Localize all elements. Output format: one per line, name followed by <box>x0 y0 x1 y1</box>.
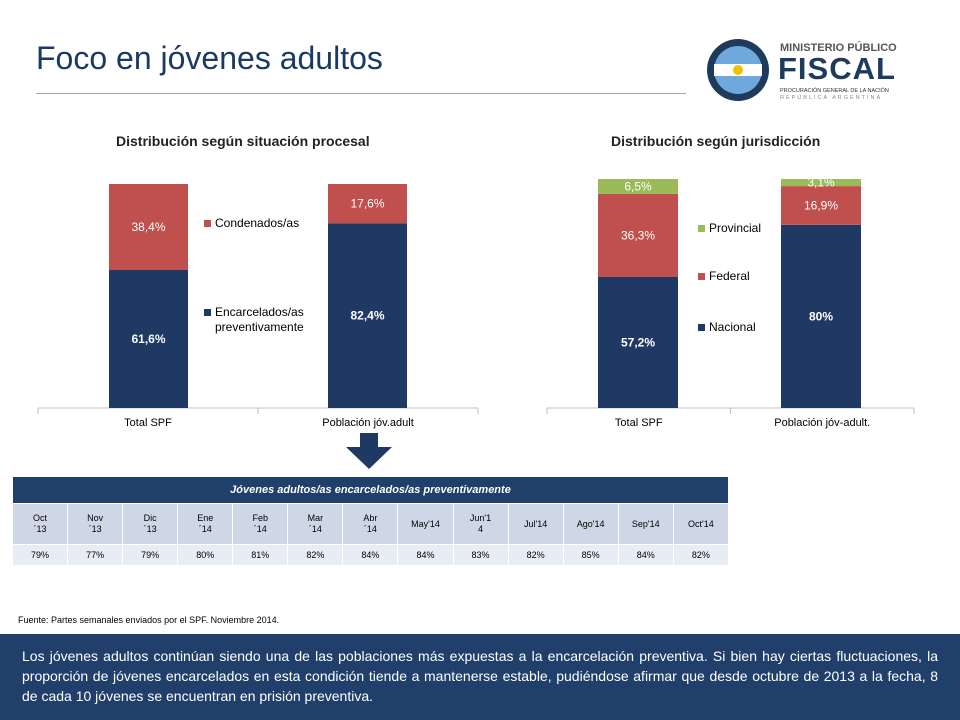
table-cell: 82% <box>507 544 564 566</box>
legend-swatch <box>698 324 705 331</box>
table-cell: 82% <box>672 544 730 566</box>
table-cell: 82% <box>287 544 344 566</box>
logo-line-2: FISCAL <box>778 51 896 86</box>
table-cell: 84% <box>342 544 399 566</box>
data-label: 80% <box>809 309 833 323</box>
bar-0-1 <box>109 184 188 271</box>
table-header-cell: May'14 <box>397 503 454 545</box>
table-header-cell: Mar ´14 <box>287 503 344 545</box>
legend-swatch <box>204 220 211 227</box>
table-header-cell: Jul'14 <box>507 503 564 545</box>
legend-label: Nacional <box>709 320 756 334</box>
x-tick-label: Población jóv-adult. <box>774 417 870 429</box>
table-header-cell: Ene ´14 <box>177 503 234 545</box>
chart-2-title: Distribución según jurisdicción <box>611 133 821 149</box>
bar-0-0 <box>109 270 188 408</box>
data-label: 36,3% <box>621 228 655 242</box>
table-header-cell: Sep'14 <box>617 503 674 545</box>
legend-swatch <box>698 225 705 232</box>
legend-label: Encarcelados/as preventivamente <box>215 305 304 334</box>
data-label: 3,1% <box>807 176 835 190</box>
bar-0-0 <box>598 277 678 408</box>
table-header-cell: Oct'14 <box>672 503 730 545</box>
table-cell: 83% <box>452 544 509 566</box>
table-header-cell: Oct ´13 <box>11 503 69 545</box>
bar-1-0 <box>781 224 861 408</box>
data-label: 57,2% <box>621 336 655 350</box>
page-title: Foco en jóvenes adultos <box>36 40 383 76</box>
x-tick-label: Población jóv.adult <box>322 417 414 429</box>
data-label: 82,4% <box>350 309 384 323</box>
chart-procesal: 61,6% 38,4% Total SPF 82,4% 17,6% Población j… <box>37 184 479 429</box>
table-header-cell: Ago'14 <box>562 503 619 545</box>
table-header-cell: Feb ´14 <box>232 503 289 545</box>
ministerio-logo: MINISTERIO PÚBLICO FISCAL PROCURACIÓN GE… <box>706 38 906 104</box>
chart-jurisdiccion: 57,2% 36,3% 6,5% Total SPF 80% 16,9% 3,1% Pobla… <box>546 176 915 429</box>
legend-label: Federal <box>709 269 750 283</box>
table-cell: 77% <box>67 544 124 566</box>
data-label: 6,5% <box>624 179 652 193</box>
table-cell: 85% <box>562 544 619 566</box>
table-cell: 80% <box>177 544 234 566</box>
seal-icon <box>707 39 769 101</box>
table-cell: 84% <box>397 544 454 566</box>
logo-line-3: PROCURACIÓN GENERAL DE LA NACIÓN <box>780 88 889 94</box>
logo-line-4: REPÚBLICA ARGENTINA <box>780 95 883 101</box>
source-note: Fuente: Partes semanales enviados por el… <box>18 615 280 625</box>
table-header-cell: Nov ´13 <box>67 503 124 545</box>
legend-label: Condenados/as <box>215 216 299 230</box>
table-header-cell: Jun'1 4 <box>452 503 509 545</box>
title-divider <box>36 93 686 94</box>
down-arrow-icon <box>346 433 392 469</box>
data-label: 17,6% <box>350 197 384 211</box>
footer-text: Los jóvenes adultos continúan siendo una… <box>22 648 938 704</box>
bar-1-1 <box>328 184 407 224</box>
table-row-values: 79% 77% 79% 80% 81% 82% 84% 84% 83% 82% 85% 84% 82% <box>11 544 730 566</box>
table-cell: 81% <box>232 544 289 566</box>
data-label: 61,6% <box>131 332 165 346</box>
table-cell: 84% <box>617 544 674 566</box>
bar-0-1 <box>598 193 678 278</box>
bar-1-2 <box>781 179 861 187</box>
table-header-cell: Dic ´13 <box>122 503 179 545</box>
bar-1-0 <box>328 223 407 408</box>
data-label: 38,4% <box>131 220 165 234</box>
legend-label: Provincial <box>709 221 761 235</box>
table-row-months: Oct ´13 Nov ´13 Dic ´13 Ene ´14 Feb ´14 Mar ´14 Abr ´… <box>11 503 730 545</box>
bar-0-2 <box>598 179 678 194</box>
footer-band <box>0 634 960 720</box>
logo-line-1: MINISTERIO PÚBLICO <box>780 42 897 54</box>
bar-1-1 <box>781 186 861 225</box>
x-tick-label: Total SPF <box>615 417 663 429</box>
x-tick-label: Total SPF <box>124 417 172 429</box>
legend-swatch <box>204 309 211 316</box>
legend-swatch <box>698 273 705 280</box>
table-title: Jóvenes adultos/as encarcelados/as preve… <box>12 476 729 504</box>
monthly-table: Jóvenes adultos/as encarcelados/as preve… <box>11 476 730 566</box>
table-cell: 79% <box>11 544 69 566</box>
data-label: 16,9% <box>804 198 838 212</box>
table-header-cell: Abr ´14 <box>342 503 399 545</box>
chart-1-title: Distribución según situación procesal <box>116 133 370 149</box>
table-cell: 79% <box>122 544 179 566</box>
